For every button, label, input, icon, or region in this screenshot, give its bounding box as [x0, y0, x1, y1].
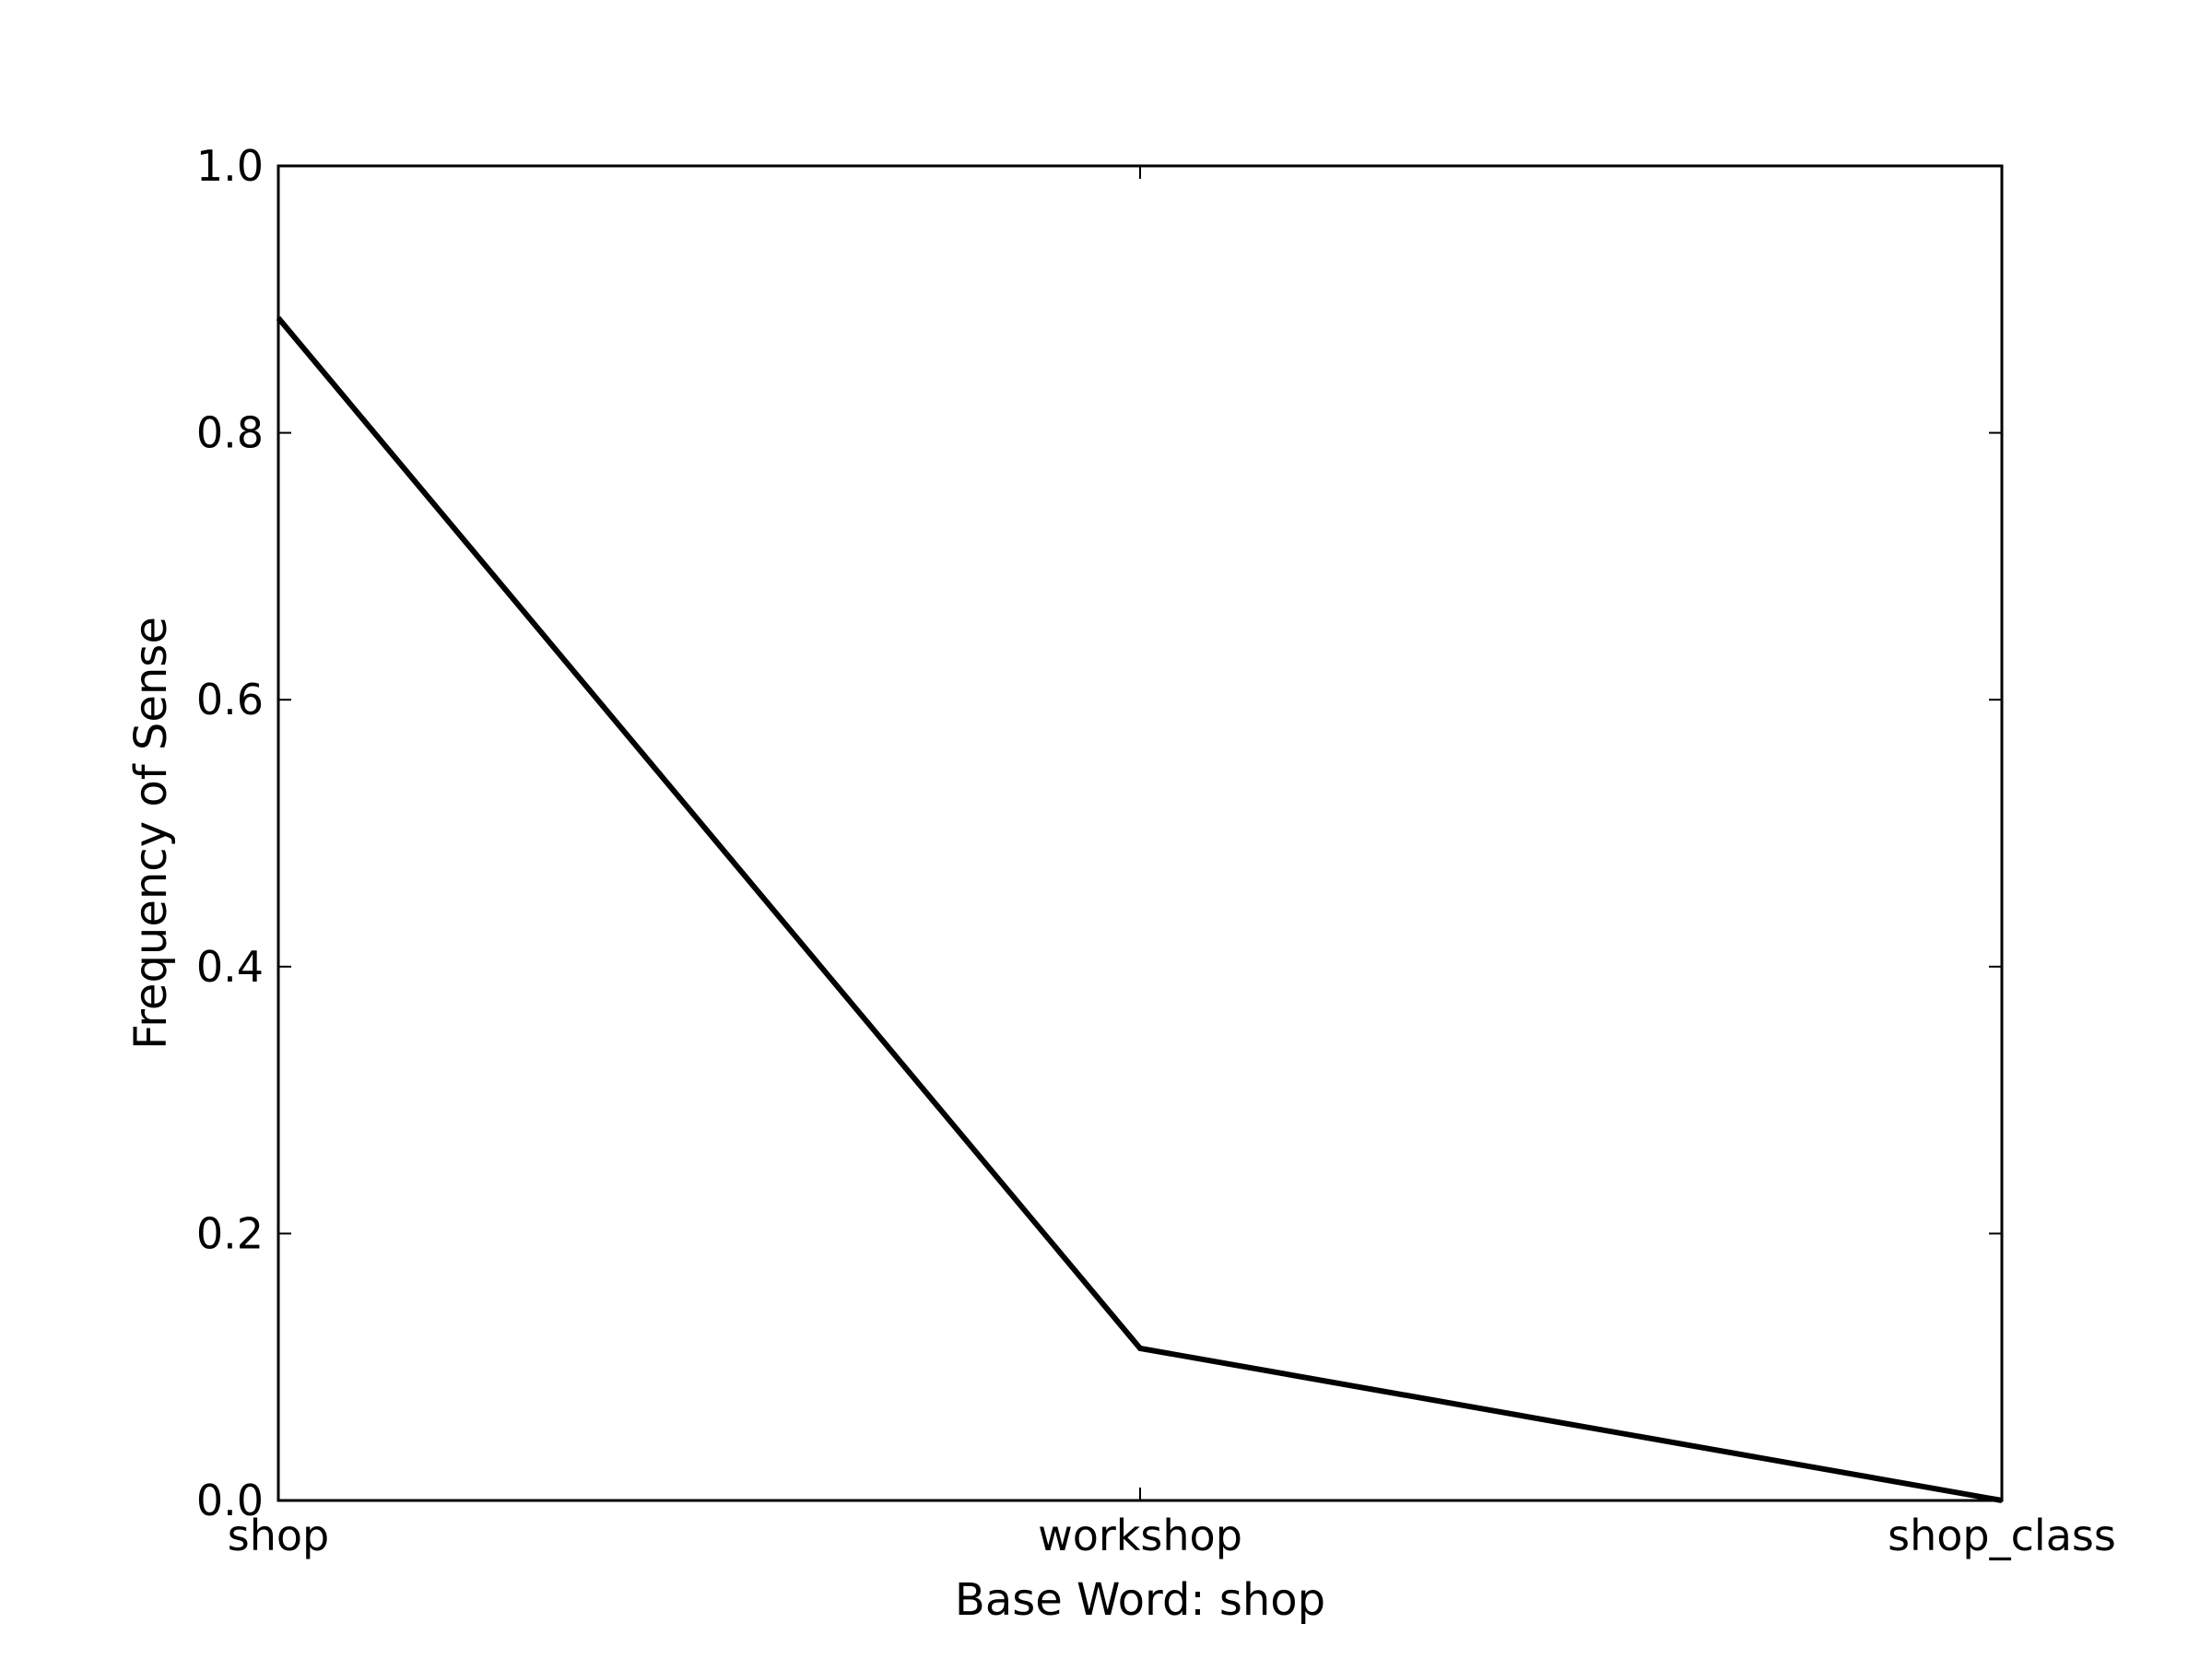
y-axis-ticks: 0.0 0.2 0.4 0.6 0.8 1.0 [196, 141, 2002, 1525]
x-tick-label: workshop [1038, 1511, 1242, 1560]
series-layer [276, 316, 2003, 1503]
series-line-0 [276, 316, 2003, 1503]
y-tick-label: 0.6 [196, 675, 264, 724]
x-axis-label: Base Word: shop [955, 1574, 1325, 1626]
y-tick-label: 0.0 [196, 1476, 264, 1525]
x-axis-ticks: shop workshop shop_class [228, 166, 2116, 1560]
x-tick-label: shop [228, 1511, 329, 1560]
y-axis-label: Frequency of Sense [125, 617, 177, 1050]
x-tick-label: shop_class [1888, 1511, 2116, 1560]
plot-frame [276, 164, 2004, 1502]
y-tick-label: 0.8 [196, 408, 264, 458]
y-tick-label: 0.4 [196, 942, 264, 992]
y-tick-label: 0.2 [196, 1208, 264, 1258]
y-tick-label: 1.0 [196, 141, 264, 191]
